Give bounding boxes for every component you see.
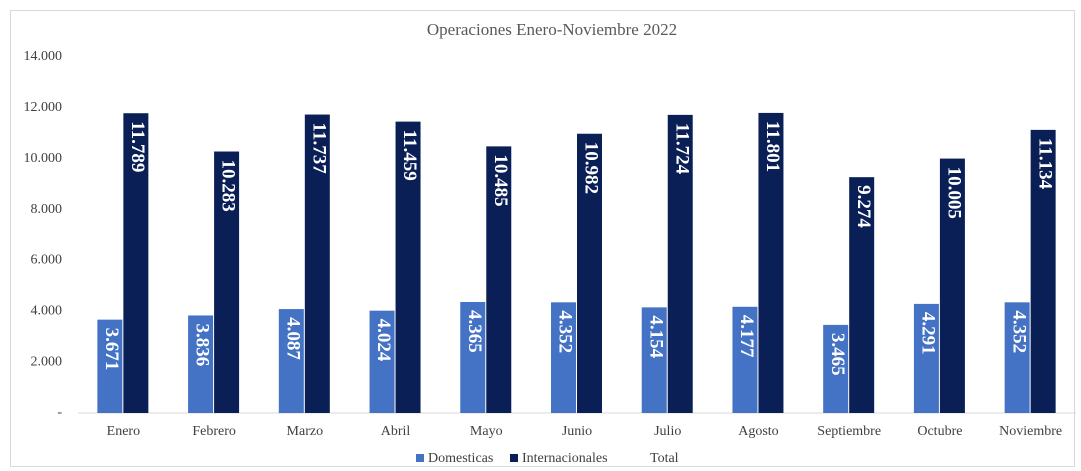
bar (214, 151, 240, 413)
y-tick-label: 12.000 (24, 100, 63, 115)
bar (577, 133, 602, 414)
bar (460, 302, 486, 413)
bar (732, 306, 758, 413)
value-label: 4.024 (373, 319, 394, 362)
x-tick-label: Noviembre (999, 424, 1062, 439)
bar (823, 324, 849, 413)
x-tick-label: Junio (562, 424, 592, 439)
x-tick-label: Julio (654, 424, 681, 439)
value-label: 11.724 (671, 123, 692, 175)
bar (1004, 302, 1030, 413)
value-label: 11.134 (1034, 138, 1055, 190)
value-label: 11.737 (308, 123, 329, 175)
bar (486, 146, 512, 414)
bar (939, 158, 965, 413)
value-label: 3.465 (827, 333, 848, 376)
y-tick-label: - (57, 405, 62, 420)
value-label: 11.801 (762, 121, 783, 172)
y-tick-label: 2.000 (31, 354, 63, 369)
y-tick-label: 8.000 (31, 202, 63, 217)
legend-swatch (510, 454, 518, 462)
value-label: 4.291 (918, 312, 939, 355)
legend-label: Domesticas (428, 451, 493, 466)
x-tick-label: Mayo (470, 424, 503, 439)
x-tick-label: Agosto (738, 424, 778, 439)
x-tick-label: Septiembre (817, 424, 881, 439)
bar (913, 303, 939, 413)
value-label: 10.005 (944, 167, 965, 219)
value-label: 9.274 (853, 185, 874, 228)
x-tick-label: Enero (107, 424, 140, 439)
legend-swatch (416, 454, 424, 462)
value-label: 4.154 (645, 315, 666, 358)
bar (304, 114, 330, 413)
value-label: 11.789 (127, 121, 148, 172)
y-tick-label: 14.000 (24, 49, 63, 64)
bar (551, 302, 576, 413)
legend-label: Internacionales (522, 451, 608, 466)
value-label: 10.485 (490, 154, 511, 206)
x-tick-label: Marzo (287, 424, 324, 439)
bar (849, 177, 875, 413)
bar (1030, 129, 1056, 413)
bar (123, 113, 149, 414)
chart-border (10, 10, 1075, 467)
y-tick-label: 6.000 (31, 253, 63, 268)
value-label: 4.365 (464, 310, 485, 353)
value-label: 4.352 (1008, 310, 1029, 353)
bar (278, 309, 304, 413)
value-label: 3.671 (101, 328, 122, 371)
bar (758, 112, 784, 414)
bar (369, 310, 395, 413)
x-tick-label: Octubre (917, 424, 962, 439)
x-tick-label: Abril (381, 424, 411, 439)
value-label: 10.982 (581, 142, 602, 194)
bar (641, 307, 667, 413)
bar (667, 114, 693, 413)
chart-title: Operaciones Enero-Noviembre 2022 (427, 20, 677, 39)
bar (188, 315, 214, 413)
value-label: 4.177 (736, 315, 757, 358)
bar (395, 121, 421, 413)
y-tick-label: 4.000 (31, 304, 63, 319)
value-label: 10.283 (218, 160, 239, 212)
value-label: 4.352 (555, 310, 576, 353)
value-label: 4.087 (282, 317, 303, 360)
x-tick-label: Febrero (192, 424, 236, 439)
legend-label: Total (650, 451, 679, 466)
y-tick-label: 10.000 (24, 151, 63, 166)
bar (97, 319, 123, 413)
value-label: 3.836 (192, 323, 213, 366)
value-label: 11.459 (399, 130, 420, 181)
